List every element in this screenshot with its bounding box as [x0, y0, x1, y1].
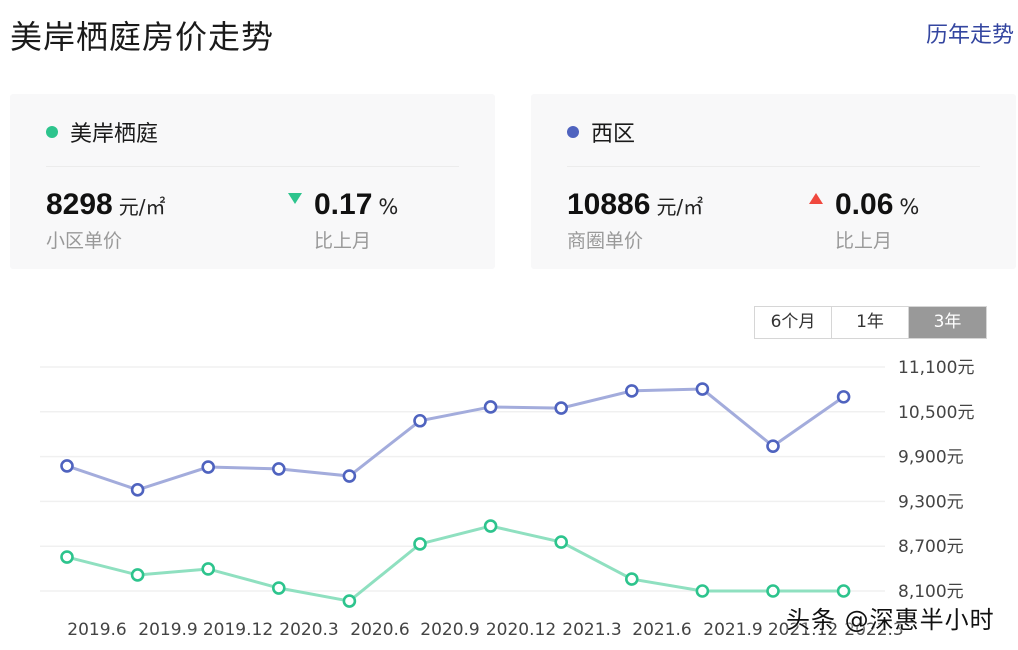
data-point-marker[interactable] [766, 439, 780, 453]
data-point-marker[interactable] [554, 535, 569, 549]
price-number: 10886 [567, 188, 651, 221]
data-point-marker[interactable] [483, 400, 498, 414]
legend-dot-icon [567, 126, 579, 138]
x-tick-label: 2021.12 [768, 620, 838, 640]
price-value: 8298 元/㎡ [46, 188, 166, 222]
change-unit: % [899, 195, 920, 219]
tab-1-year[interactable]: 1年 [832, 307, 909, 338]
change-value: 0.06 % [809, 188, 919, 222]
x-tick-label: 2020.3 [279, 620, 338, 640]
y-tick-label: 11,100元 [898, 358, 974, 378]
x-tick-label: 2019.6 [67, 620, 126, 640]
x-tick-label: 2021.6 [632, 620, 691, 640]
data-point-marker[interactable] [624, 384, 639, 398]
x-tick-label: 2020.9 [420, 620, 479, 640]
card-divider [567, 166, 980, 167]
price-label: 小区单价 [46, 230, 123, 252]
arrow-down-icon [288, 193, 302, 204]
data-point-marker[interactable] [342, 594, 357, 608]
data-point-marker[interactable] [60, 550, 74, 564]
change-label: 比上月 [314, 230, 372, 252]
x-tick-label: 2020.6 [350, 620, 409, 640]
district-price-card: 西区 10886 元/㎡ 商圈单价 0.06 % 比上月 [531, 94, 1016, 269]
data-point-marker[interactable] [554, 401, 569, 415]
card-header: 西区 [567, 116, 635, 148]
change-value: 0.17 % [288, 188, 398, 222]
price-unit: 元/㎡ [118, 195, 166, 219]
data-point-marker[interactable] [695, 584, 710, 598]
x-tick-label: 2021.3 [562, 620, 621, 640]
price-label: 商圈单价 [567, 230, 644, 252]
watermark: 头条 @深惠半小时 [786, 606, 995, 634]
tab-3-years[interactable]: 3年 [909, 307, 986, 338]
data-point-marker[interactable] [342, 469, 357, 483]
data-point-marker[interactable] [130, 568, 145, 582]
x-tick-label: 2019.9 [138, 620, 197, 640]
card-divider [46, 166, 459, 167]
y-axis-labels: 11,100元 10,500元 9,900元 9,300元 8,700元 8,100元 [898, 358, 974, 602]
card-header: 美岸栖庭 [46, 116, 158, 148]
card-title: 美岸栖庭 [70, 122, 159, 147]
x-tick-label: 2019.12 [203, 620, 273, 640]
change-label: 比上月 [835, 230, 893, 252]
data-point-marker[interactable] [624, 572, 639, 586]
data-point-marker[interactable] [483, 519, 498, 533]
x-tick-label: 2022.3 [844, 620, 903, 640]
x-axis-labels: 2019.6 2019.9 2019.12 2020.3 2020.6 2020.9 202… [67, 620, 903, 640]
page-title: 美岸栖庭房价走势 [10, 18, 275, 56]
data-point-marker[interactable] [201, 460, 215, 474]
x-tick-label: 2021.9 [703, 620, 762, 640]
x-tick-label: 2020.12 [486, 620, 556, 640]
data-point-marker[interactable] [271, 581, 286, 595]
time-range-tabs: 6个月 1年 3年 [754, 306, 987, 339]
series-line [66, 524, 844, 603]
data-point-marker[interactable] [201, 562, 215, 576]
community-price-card: 美岸栖庭 8298 元/㎡ 小区单价 0.17 % 比上月 [10, 94, 495, 269]
y-tick-label: 8,100元 [898, 582, 964, 602]
data-point-marker[interactable] [836, 390, 851, 404]
y-tick-label: 8,700元 [898, 537, 964, 557]
change-number: 0.06 [835, 188, 894, 221]
change-number: 0.17 [314, 188, 373, 221]
data-point-marker[interactable] [695, 382, 710, 396]
price-trend-chart: 11,100元 10,500元 9,900元 9,300元 8,700元 8,100元 2… [40, 358, 974, 640]
y-tick-label: 9,300元 [898, 492, 964, 512]
chart-series [60, 382, 851, 608]
data-point-marker[interactable] [413, 537, 427, 551]
data-point-marker[interactable] [130, 483, 145, 497]
price-unit: 元/㎡ [656, 195, 704, 219]
chart-gridlines [40, 366, 885, 592]
data-point-marker[interactable] [60, 459, 74, 473]
y-tick-label: 10,500元 [898, 403, 974, 423]
data-point-marker[interactable] [271, 462, 286, 476]
data-point-marker[interactable] [413, 413, 427, 428]
series-line [66, 387, 845, 492]
data-point-marker[interactable] [766, 584, 780, 598]
card-title: 西区 [591, 122, 636, 147]
y-tick-label: 9,900元 [898, 448, 964, 468]
price-value: 10886 元/㎡ [567, 188, 703, 222]
legend-dot-icon [46, 126, 58, 138]
history-trend-link[interactable]: 历年走势 [925, 23, 1014, 48]
arrow-up-icon [809, 193, 823, 204]
change-unit: % [378, 195, 399, 219]
tab-6-months[interactable]: 6个月 [755, 307, 832, 338]
data-point-marker[interactable] [836, 584, 851, 598]
price-number: 8298 [46, 188, 113, 221]
